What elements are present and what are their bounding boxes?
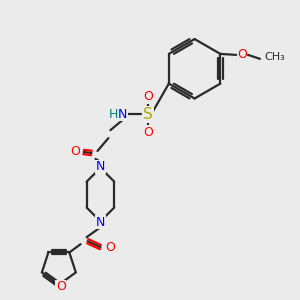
Text: O: O bbox=[105, 241, 115, 254]
Text: O: O bbox=[143, 90, 153, 103]
Text: S: S bbox=[143, 107, 153, 122]
Text: N: N bbox=[96, 160, 105, 173]
Text: CH₃: CH₃ bbox=[264, 52, 285, 62]
Text: H: H bbox=[109, 108, 118, 121]
Text: O: O bbox=[237, 48, 247, 62]
Text: N: N bbox=[118, 108, 127, 121]
Text: O: O bbox=[143, 126, 153, 139]
Text: O: O bbox=[70, 146, 80, 158]
Text: O: O bbox=[56, 280, 66, 293]
Text: N: N bbox=[96, 216, 105, 229]
